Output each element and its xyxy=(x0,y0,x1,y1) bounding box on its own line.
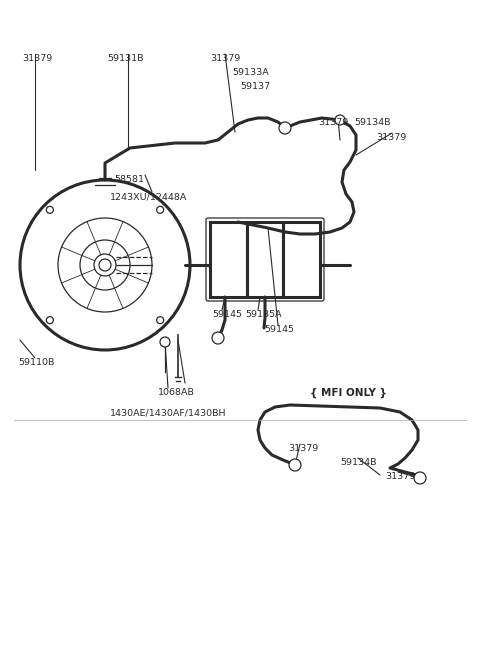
Text: 31379: 31379 xyxy=(210,54,240,63)
Circle shape xyxy=(47,206,53,214)
Text: 59134B: 59134B xyxy=(340,458,376,467)
Circle shape xyxy=(335,115,345,125)
Text: 59134B: 59134B xyxy=(354,118,391,127)
Bar xyxy=(283,222,320,297)
Circle shape xyxy=(212,332,224,344)
Text: 1068AB: 1068AB xyxy=(158,388,195,397)
Circle shape xyxy=(156,206,164,214)
Text: 31379: 31379 xyxy=(376,133,406,142)
Circle shape xyxy=(289,459,301,471)
Text: 59145: 59145 xyxy=(212,310,242,319)
Text: 59137: 59137 xyxy=(240,82,270,91)
Text: 59131B: 59131B xyxy=(107,54,144,63)
Text: 1243XU/12448A: 1243XU/12448A xyxy=(110,192,187,201)
Text: 31379: 31379 xyxy=(385,472,415,481)
Text: 31379: 31379 xyxy=(318,118,348,127)
Text: 59145: 59145 xyxy=(264,325,294,334)
Circle shape xyxy=(47,317,53,324)
Bar xyxy=(247,222,283,297)
Bar xyxy=(210,222,247,297)
Text: 59133A: 59133A xyxy=(232,68,269,77)
Text: { MFI ONLY }: { MFI ONLY } xyxy=(310,388,387,398)
Text: 1430AE/1430AF/1430BH: 1430AE/1430AF/1430BH xyxy=(110,408,227,417)
Text: 58581: 58581 xyxy=(114,175,144,184)
Text: 31379: 31379 xyxy=(288,444,318,453)
Circle shape xyxy=(156,317,164,324)
Circle shape xyxy=(160,337,170,347)
Text: 59135A: 59135A xyxy=(245,310,282,319)
Text: 31379: 31379 xyxy=(22,54,52,63)
Text: 59110B: 59110B xyxy=(18,358,54,367)
Circle shape xyxy=(414,472,426,484)
Circle shape xyxy=(279,122,291,134)
